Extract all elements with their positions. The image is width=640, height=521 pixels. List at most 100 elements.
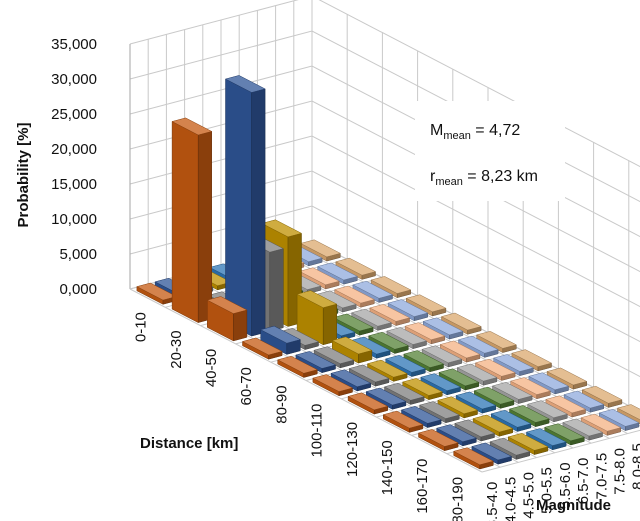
bar-face-top [439, 340, 481, 359]
bar [493, 354, 534, 377]
bar [581, 385, 623, 408]
bar [455, 391, 497, 414]
annotation-box: Mmean = 4,72 rmean = 8,23 km [415, 101, 565, 201]
bar-face-top [404, 322, 446, 340]
bar-face-top [493, 354, 534, 372]
bar-face-top [490, 409, 532, 428]
m-mean-symbol: M [430, 122, 443, 139]
distance-tick-label: 80-90 [273, 385, 290, 423]
bar-face-top [438, 368, 480, 387]
bar-face-front [171, 121, 199, 324]
bar-face-side [322, 303, 337, 346]
bar-face-top [440, 312, 482, 331]
bar-face-top [491, 382, 533, 400]
bar-face-front [225, 78, 252, 337]
distance-tick-label: 120-130 [344, 422, 361, 477]
bar [300, 239, 341, 262]
bar [489, 437, 531, 460]
r-mean-subscript: mean [435, 176, 463, 188]
bar [439, 340, 481, 363]
r-mean-value: = 8,23 km [463, 168, 538, 185]
distance-tick-label: 20-30 [168, 330, 185, 368]
bar [241, 337, 283, 360]
magnitude-axis-title: Magnitude [536, 497, 611, 514]
bar [206, 296, 248, 342]
m-mean-subscript: mean [443, 130, 471, 142]
y-tick-label: 5,000 [59, 246, 97, 263]
y-tick-label: 30,000 [51, 71, 97, 88]
bar [312, 374, 354, 397]
bar [457, 335, 499, 358]
r-mean-annotation: rmean = 8,23 km [430, 168, 538, 188]
bar-face-top [598, 409, 640, 427]
magnitude-tick-label: 7.0-7.5 [593, 453, 610, 500]
bar [491, 382, 533, 405]
bar [476, 331, 517, 354]
magnitude-tick-labels: 3.5-4.0 4.0-4.5 4.5-5.0 5.0-5.5 5.5-6.0 6.5-7… [484, 443, 640, 521]
bar-face-top [366, 359, 408, 378]
bar [400, 406, 442, 429]
bar-face-top [581, 385, 623, 404]
bar [382, 410, 424, 433]
distance-tick-label: 100-110 [309, 404, 326, 458]
m-mean-value: = 4,72 [471, 122, 520, 139]
bar [317, 262, 358, 285]
bar-face-top [296, 290, 338, 308]
bar-face-top [385, 355, 426, 373]
distance-tick-label: 140-150 [379, 440, 396, 495]
bar-face-top [331, 336, 373, 355]
bar-face-top [206, 296, 248, 314]
bar-face-top [472, 414, 514, 433]
bar-face-top [419, 401, 460, 419]
bar-face-top [335, 257, 377, 276]
distance-axis-title: Distance [km] [140, 435, 238, 452]
bar-face-top [334, 285, 375, 304]
bar-face-top [368, 331, 409, 350]
magnitude-tick-label: 3.5-4.0 [484, 482, 501, 521]
bar-face-top [402, 378, 443, 396]
bar-face-top [295, 351, 337, 369]
y-tick-label: 15,000 [51, 176, 97, 193]
bar-face-top [277, 355, 318, 374]
bar [403, 350, 445, 373]
bar-face-top [405, 294, 447, 313]
bar [387, 299, 429, 322]
bar [474, 358, 516, 381]
bar-face-top [261, 219, 303, 238]
bar-face-side [269, 248, 284, 332]
bar [438, 368, 480, 391]
bar [510, 377, 551, 400]
bar-face-top [457, 335, 499, 354]
bar [490, 409, 532, 432]
y-tick-label: 25,000 [51, 106, 97, 123]
bar [507, 433, 549, 456]
bar [366, 359, 408, 382]
bar [331, 336, 373, 364]
bar-face-top [437, 396, 479, 415]
bar [472, 414, 514, 437]
bar-face-top [454, 419, 496, 438]
bar-face-top [260, 325, 301, 344]
bar [298, 267, 340, 290]
magnitude-tick-label: 8.0-8.5 [630, 443, 640, 490]
bar [454, 419, 496, 442]
bar-face-top [241, 337, 283, 356]
bar-face-top [351, 308, 392, 327]
bar-face-top [383, 382, 425, 401]
bar [332, 313, 374, 336]
bar-face-top [453, 447, 494, 466]
bar-face-top [171, 117, 213, 136]
bar-face-top [330, 369, 372, 388]
bar [545, 395, 587, 418]
bar [456, 363, 498, 386]
bar-face-side [197, 131, 212, 323]
bar-face-top [417, 429, 459, 447]
bar-face-top [511, 349, 553, 367]
r-mean-symbol: r [430, 168, 436, 185]
bar [348, 364, 390, 387]
bar [404, 322, 446, 345]
annotation-background [415, 101, 565, 201]
bar [385, 355, 426, 378]
bar-face-top [473, 386, 515, 405]
bar-face-top [312, 374, 354, 392]
